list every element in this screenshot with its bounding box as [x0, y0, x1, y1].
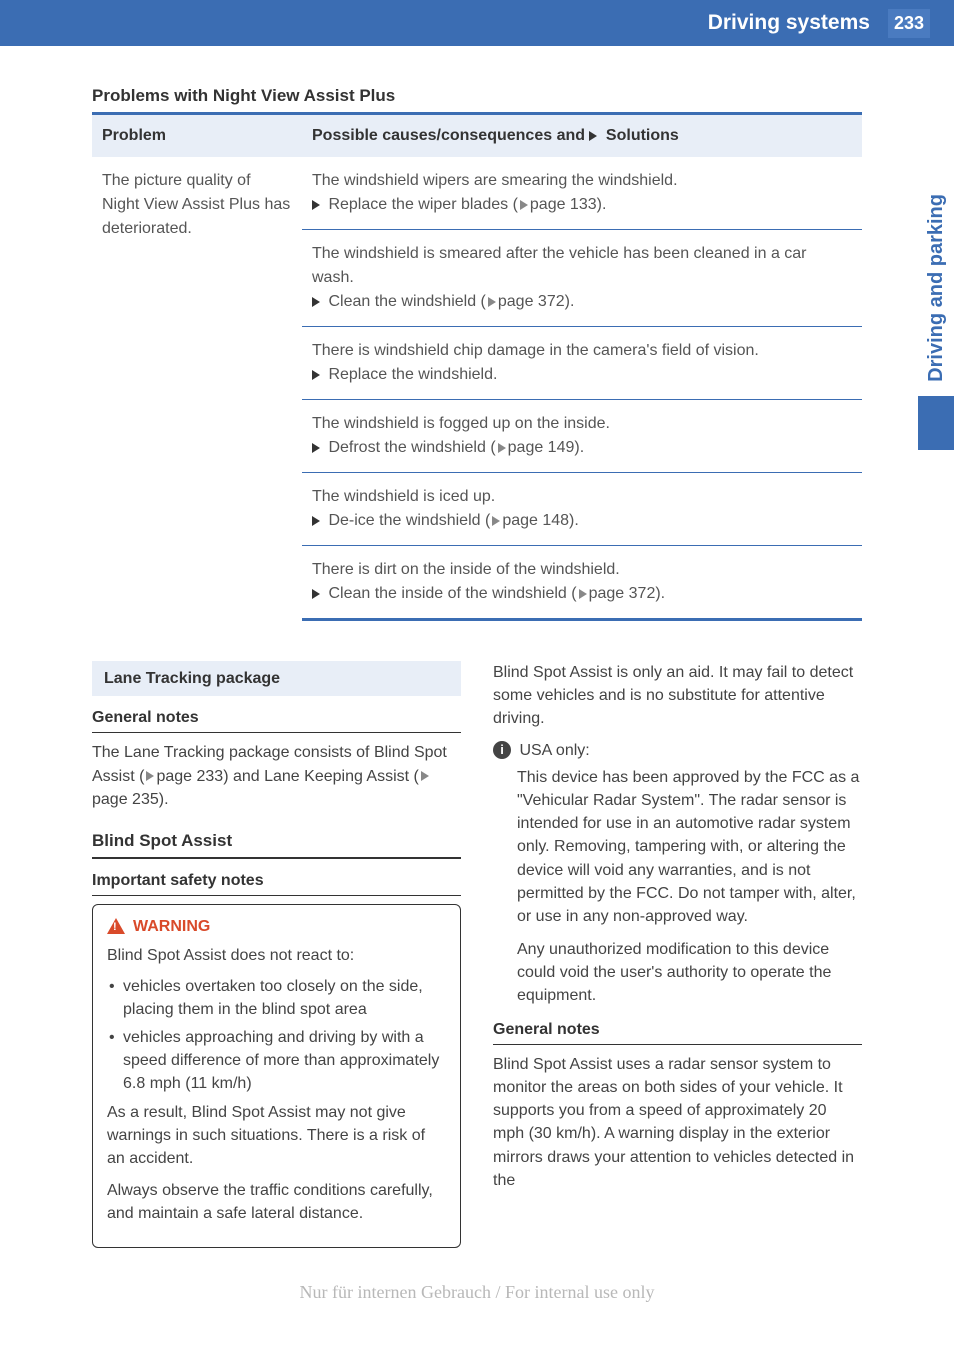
section-heading: Problems with Night View Assist Plus: [92, 86, 862, 106]
pageref-icon: [492, 516, 500, 526]
triangle-icon: [589, 131, 597, 141]
header-title: Driving systems: [708, 11, 870, 35]
blind-spot-subhead: Blind Spot Assist: [92, 829, 461, 859]
col-header-problem: Problem: [92, 115, 302, 157]
side-tab-block: [918, 396, 954, 450]
action-prefix: Replace the windshield.: [328, 366, 497, 383]
solution-cell: There is dirt on the inside of the winds…: [302, 546, 862, 620]
side-tab: Driving and parking: [918, 180, 954, 450]
warning-bullet: vehicles approaching and driving by with…: [107, 1026, 446, 1096]
side-tab-label: Driving and parking: [925, 194, 948, 382]
solution-cell: The windshield is iced up. De-ice the wi…: [302, 473, 862, 546]
solution-cell: There is windshield chip damage in the c…: [302, 327, 862, 400]
pageref-icon: [488, 297, 496, 307]
action-prefix: Replace the wiper blades (: [328, 196, 517, 213]
col-header-solution-prefix: Possible causes/consequences and: [312, 127, 585, 144]
pageref-icon: [498, 443, 506, 453]
pageref-icon: [520, 200, 528, 210]
gn-page-1: page 233) and Lane Keeping Assist (: [156, 768, 418, 785]
problem-cell: The picture quality of Night View Assist…: [92, 157, 302, 620]
right-intro: Blind Spot Assist is only an aid. It may…: [493, 661, 862, 731]
gn-page-2: page 235).: [92, 791, 169, 808]
warning-icon: [107, 918, 125, 934]
page-header: Driving systems 233: [0, 0, 954, 46]
problems-table: Problem Possible causes/consequences and…: [92, 115, 862, 621]
info-head-line: i USA only:: [493, 739, 862, 762]
info-icon: i: [493, 741, 511, 759]
solution-cell: The windshield is fogged up on the insid…: [302, 400, 862, 473]
cause-text: The windshield wipers are smearing the w…: [312, 172, 678, 189]
right-general-notes-body: Blind Spot Assist uses a radar sensor sy…: [493, 1053, 862, 1192]
general-notes-subhead: General notes: [92, 706, 461, 733]
warning-result: As a result, Blind Spot Assist may not g…: [107, 1101, 446, 1171]
cause-text: The windshield is iced up.: [312, 488, 495, 505]
info-paragraph-2: Any unauthorized modification to this de…: [517, 938, 862, 1008]
cause-text: There is windshield chip damage in the c…: [312, 342, 759, 359]
info-paragraph-1: This device has been approved by the FCC…: [517, 766, 862, 928]
action-prefix: Clean the windshield (: [328, 293, 485, 310]
pageref-icon: [579, 589, 587, 599]
cause-text: The windshield is smeared after the vehi…: [312, 245, 807, 286]
action-page: page 148).: [502, 512, 579, 529]
two-column-layout: Lane Tracking package General notes The …: [92, 661, 862, 1258]
warning-header: WARNING: [107, 915, 446, 938]
col-header-solution: Possible causes/consequences and Solutio…: [302, 115, 862, 157]
triangle-icon: [312, 443, 320, 453]
pageref-icon: [146, 771, 154, 781]
warning-observe: Always observe the traffic conditions ca…: [107, 1179, 446, 1225]
pageref-icon: [421, 771, 429, 781]
action-page: page 372).: [498, 293, 575, 310]
triangle-icon: [312, 516, 320, 526]
action-page: page 149).: [508, 439, 585, 456]
triangle-icon: [312, 297, 320, 307]
triangle-icon: [312, 200, 320, 210]
right-column: Blind Spot Assist is only an aid. It may…: [493, 661, 862, 1258]
warning-box: WARNING Blind Spot Assist does not react…: [92, 904, 461, 1248]
solution-cell: The windshield wipers are smearing the w…: [302, 157, 862, 230]
action-page: page 133).: [530, 196, 607, 213]
solution-cell: The windshield is smeared after the vehi…: [302, 230, 862, 327]
page-content: Problems with Night View Assist Plus Pro…: [0, 46, 954, 1333]
info-head: USA only:: [519, 742, 589, 759]
left-column: Lane Tracking package General notes The …: [92, 661, 461, 1258]
col-header-solution-suffix: Solutions: [606, 127, 679, 144]
general-notes-body: The Lane Tracking package consists of Bl…: [92, 741, 461, 811]
info-block: This device has been approved by the FCC…: [493, 766, 862, 1008]
action-prefix: Clean the inside of the windshield (: [328, 585, 576, 602]
triangle-icon: [312, 370, 320, 380]
action-page: page 372).: [589, 585, 666, 602]
warning-bullet: vehicles overtaken too closely on the si…: [107, 975, 446, 1021]
right-general-notes-subhead: General notes: [493, 1018, 862, 1045]
lane-tracking-box: Lane Tracking package: [92, 661, 461, 696]
warning-bullets: vehicles overtaken too closely on the si…: [107, 975, 446, 1095]
important-safety-subhead: Important safety notes: [92, 869, 461, 896]
warning-intro: Blind Spot Assist does not react to:: [107, 944, 446, 967]
action-prefix: De-ice the windshield (: [328, 512, 490, 529]
cause-text: The windshield is fogged up on the insid…: [312, 415, 610, 432]
page-number: 233: [888, 9, 930, 38]
table-header-row: Problem Possible causes/consequences and…: [92, 115, 862, 157]
warning-label: WARNING: [133, 915, 210, 938]
table-row: The picture quality of Night View Assist…: [92, 157, 862, 230]
side-tab-label-wrap: Driving and parking: [918, 180, 954, 396]
triangle-icon: [312, 589, 320, 599]
cause-text: There is dirt on the inside of the winds…: [312, 561, 620, 578]
footer-watermark: Nur für internen Gebrauch / For internal…: [92, 1282, 862, 1303]
action-prefix: Defrost the windshield (: [328, 439, 495, 456]
